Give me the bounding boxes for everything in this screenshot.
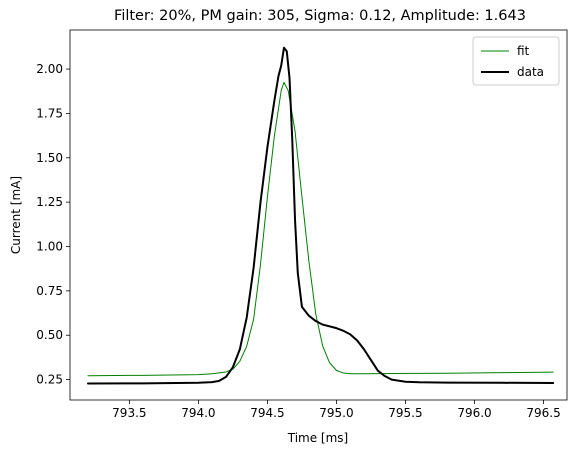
x-tick-label: 794.0 [181, 406, 215, 420]
chart-title: Filter: 20%, PM gain: 305, Sigma: 0.12, … [114, 8, 526, 24]
y-tick-label: 0.50 [36, 328, 63, 342]
legend: fit data [473, 37, 559, 85]
y-tick-label: 0.25 [36, 373, 63, 387]
legend-label-data: data [517, 65, 544, 79]
x-tick-label: 795.0 [319, 406, 353, 420]
y-tick-label: 0.75 [36, 284, 63, 298]
y-tick-label: 1.25 [36, 195, 63, 209]
x-tick-label: 795.5 [388, 406, 422, 420]
legend-box [473, 37, 559, 85]
legend-label-fit: fit [517, 44, 530, 58]
y-tick-label: 1.50 [36, 151, 63, 165]
y-tick-label: 1.00 [36, 239, 63, 253]
y-axis-label: Current [mA] [9, 176, 23, 254]
y-tick-label: 2.00 [36, 62, 63, 76]
y-tick-label: 1.75 [36, 106, 63, 120]
x-axis-label: Time [ms] [287, 431, 349, 445]
x-tick-label: 796.5 [526, 406, 560, 420]
x-tick-label: 794.5 [250, 406, 284, 420]
x-tick-label: 793.5 [112, 406, 146, 420]
x-tick-label: 796.0 [457, 406, 491, 420]
